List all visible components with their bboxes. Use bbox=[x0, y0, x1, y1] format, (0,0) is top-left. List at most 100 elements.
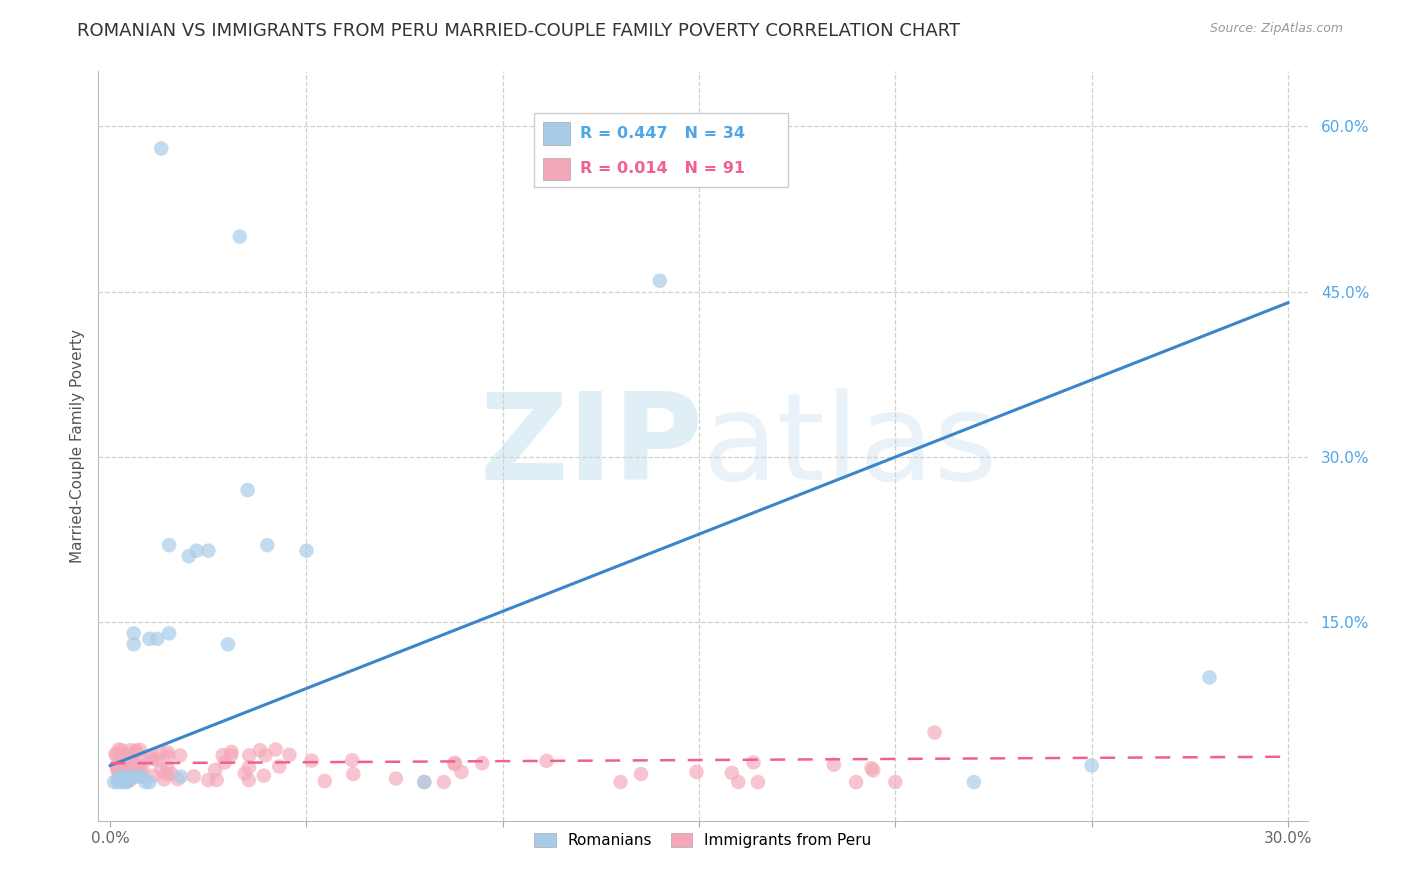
FancyBboxPatch shape bbox=[534, 112, 787, 187]
Point bbox=[105, 759, 128, 773]
Point bbox=[111, 747, 134, 761]
Text: R = 0.447   N = 34: R = 0.447 N = 34 bbox=[579, 126, 745, 141]
Point bbox=[103, 775, 125, 789]
Text: ZIP: ZIP bbox=[479, 387, 703, 505]
Point bbox=[131, 770, 153, 784]
Point bbox=[146, 753, 169, 767]
Point bbox=[443, 756, 465, 770]
Point bbox=[118, 750, 141, 764]
Point bbox=[170, 770, 193, 784]
Point bbox=[221, 745, 243, 759]
Point bbox=[107, 772, 129, 786]
Point bbox=[111, 770, 134, 784]
Point bbox=[156, 762, 179, 776]
Point bbox=[150, 141, 173, 155]
Point bbox=[157, 749, 180, 764]
Text: Source: ZipAtlas.com: Source: ZipAtlas.com bbox=[1209, 22, 1343, 36]
Point bbox=[117, 758, 139, 772]
Point bbox=[107, 772, 129, 786]
Point bbox=[107, 756, 129, 771]
Point bbox=[146, 632, 169, 646]
Point bbox=[301, 754, 323, 768]
Point bbox=[128, 764, 150, 778]
Point bbox=[153, 772, 176, 787]
Point bbox=[249, 743, 271, 757]
Point bbox=[110, 760, 132, 774]
Point bbox=[238, 773, 260, 788]
Bar bbox=[543, 158, 569, 180]
Point bbox=[963, 775, 986, 789]
Point bbox=[131, 763, 153, 777]
Point bbox=[112, 763, 135, 777]
Point bbox=[236, 483, 259, 497]
Point bbox=[205, 772, 228, 787]
Point bbox=[127, 757, 149, 772]
Point bbox=[742, 756, 765, 770]
Point bbox=[238, 760, 260, 774]
Point bbox=[314, 774, 336, 789]
Point bbox=[1080, 758, 1102, 772]
Point bbox=[278, 747, 301, 762]
Point bbox=[157, 538, 180, 552]
Point bbox=[823, 757, 845, 772]
Point bbox=[138, 775, 160, 789]
Point bbox=[107, 742, 129, 756]
Point bbox=[104, 747, 127, 761]
Point bbox=[197, 773, 219, 788]
Point bbox=[160, 767, 183, 781]
Point bbox=[135, 775, 157, 789]
Point bbox=[295, 543, 318, 558]
Point bbox=[129, 743, 152, 757]
Point bbox=[118, 772, 141, 786]
Point bbox=[149, 746, 172, 760]
Point bbox=[238, 748, 260, 763]
Point bbox=[105, 748, 128, 763]
Point bbox=[450, 765, 472, 780]
Point bbox=[254, 748, 277, 763]
Point bbox=[204, 763, 226, 777]
Point bbox=[217, 637, 239, 651]
Point bbox=[122, 626, 145, 640]
Point bbox=[112, 748, 135, 763]
Point bbox=[609, 775, 631, 789]
Point bbox=[385, 772, 408, 786]
Point bbox=[110, 762, 132, 776]
Point bbox=[111, 775, 134, 789]
Point bbox=[685, 764, 707, 779]
Point bbox=[124, 745, 146, 759]
Point bbox=[117, 774, 139, 789]
Point bbox=[183, 769, 205, 783]
Legend: Romanians, Immigrants from Peru: Romanians, Immigrants from Peru bbox=[529, 827, 877, 855]
Point bbox=[214, 756, 236, 770]
Point bbox=[443, 757, 465, 772]
Point bbox=[747, 775, 769, 789]
Point bbox=[219, 748, 242, 763]
Point bbox=[433, 775, 456, 789]
Point bbox=[138, 632, 160, 646]
Point bbox=[115, 774, 138, 789]
Point bbox=[1198, 670, 1220, 684]
Point bbox=[342, 767, 364, 781]
Point bbox=[413, 775, 436, 789]
Point bbox=[115, 772, 138, 786]
Point bbox=[233, 766, 256, 780]
Point bbox=[253, 769, 276, 783]
Point bbox=[862, 764, 884, 778]
Point bbox=[118, 768, 141, 782]
Point bbox=[118, 770, 141, 784]
Point bbox=[155, 767, 177, 781]
Point bbox=[114, 758, 136, 772]
Point bbox=[342, 753, 364, 767]
Point bbox=[142, 769, 165, 783]
Point bbox=[413, 775, 436, 789]
Point bbox=[127, 770, 149, 784]
Point bbox=[471, 756, 494, 771]
Point bbox=[229, 229, 252, 244]
Point bbox=[924, 725, 946, 739]
Point bbox=[727, 775, 749, 789]
Text: ROMANIAN VS IMMIGRANTS FROM PERU MARRIED-COUPLE FAMILY POVERTY CORRELATION CHART: ROMANIAN VS IMMIGRANTS FROM PERU MARRIED… bbox=[77, 22, 960, 40]
Point bbox=[129, 760, 152, 774]
Point bbox=[111, 743, 134, 757]
Point bbox=[150, 763, 173, 777]
Point bbox=[156, 745, 179, 759]
